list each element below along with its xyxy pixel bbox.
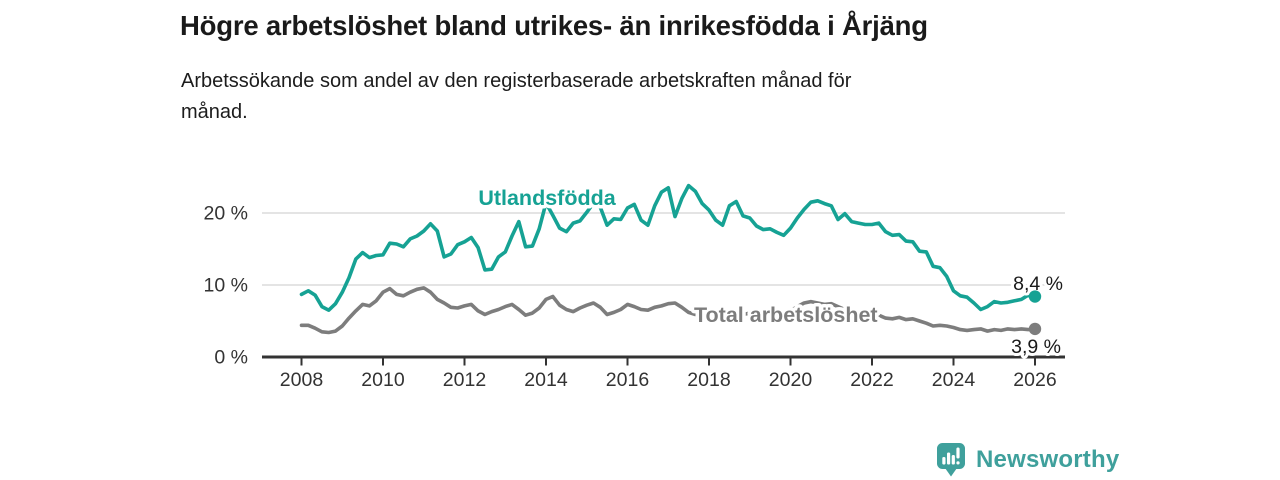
chart-title: Högre arbetslöshet bland utrikes- än inr… — [180, 10, 928, 41]
series-label-utlandsf-dda: Utlandsfödda — [478, 186, 616, 210]
y-tick-label-10: 10 % — [204, 275, 248, 297]
x-tick-label-2026: 2026 — [1013, 369, 1056, 391]
chart-subtitle-line-1: Arbetssökande som andel av den registerb… — [181, 70, 852, 92]
newsworthy-logo-text: Newsworthy — [976, 445, 1120, 473]
newsworthy-logo: Newsworthy — [936, 442, 1119, 477]
x-tick-label-2010: 2010 — [361, 369, 405, 391]
end-dot-0 — [1028, 290, 1042, 303]
x-tick-label-2012: 2012 — [443, 369, 486, 391]
x-tick-label-2014: 2014 — [524, 369, 568, 391]
x-tick-label-2024: 2024 — [932, 369, 976, 391]
y-tick-label-20: 20 % — [204, 203, 248, 225]
series-line-total-arbetsl-shet — [299, 286, 1037, 335]
end-dot-1 — [1028, 322, 1042, 336]
x-tick-label-2018: 2018 — [687, 369, 730, 391]
x-tick-label-2022: 2022 — [850, 369, 893, 391]
chart-subtitle: Arbetssökande som andel av den registerb… — [181, 66, 851, 128]
y-tick-label-0: 0 % — [214, 347, 248, 369]
x-tick-label-2008: 2008 — [280, 369, 323, 391]
x-tick-label-2020: 2020 — [769, 369, 813, 391]
end-value-label-0: 8,4 % — [1013, 273, 1063, 295]
end-value-label-1: 3,9 % — [1011, 336, 1061, 358]
x-tick-label-2016: 2016 — [606, 369, 649, 391]
series-label-total-arbetsl-shet: Total arbetslöshet — [694, 303, 878, 327]
series-line-utlandsf-dda — [299, 183, 1037, 313]
newsworthy-logo-icon — [937, 443, 965, 477]
chart-subtitle-line-2: månad. — [181, 101, 248, 123]
